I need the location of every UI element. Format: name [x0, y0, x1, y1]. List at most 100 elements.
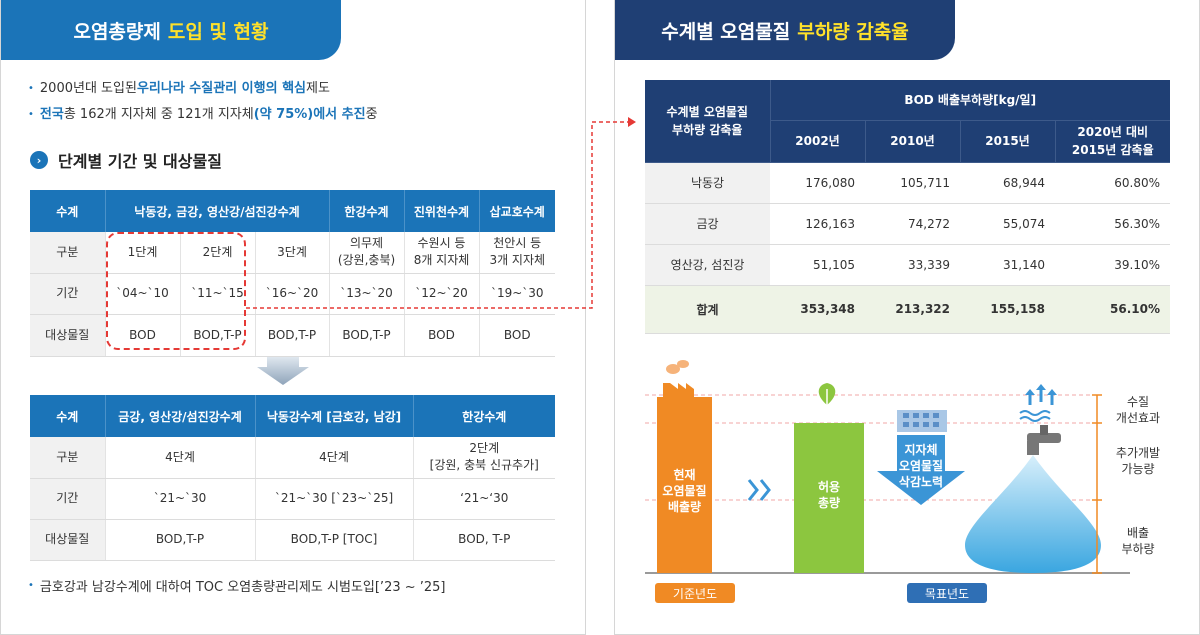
- table-cell: 213,322: [865, 285, 960, 334]
- table-cell: 56.30%: [1055, 203, 1170, 245]
- year-header: 2002년: [770, 120, 866, 163]
- bullet-2-post: 중: [365, 107, 378, 122]
- year-header: 2010년: [865, 120, 961, 163]
- row-label: 구분: [30, 437, 106, 479]
- table-cell: 39.10%: [1055, 244, 1170, 286]
- current-emission-label: 현재 오염물질 배출량: [662, 468, 707, 514]
- bullet-2-mid: 총 162개 지자체 중 121개 지자체: [63, 107, 254, 122]
- table-cell: 31,140: [960, 244, 1055, 286]
- table-cell: 74,272: [865, 203, 960, 245]
- table-cell: BOD,T-P [TOC]: [255, 519, 414, 561]
- row-label: 구분: [30, 232, 106, 274]
- table-row: 영산강, 섬진강 51,105 33,339 31,140 39.10%: [645, 244, 1170, 286]
- table-cell: 105,711: [865, 162, 960, 204]
- row-label: 대상물질: [30, 314, 106, 357]
- table-cell: BOD: [479, 314, 555, 357]
- row-label: 기간: [30, 478, 106, 520]
- footnote: • 금호강과 남강수계에 대하여 TOC 오염총량관리제도 시범도입[’23 ~…: [28, 576, 446, 595]
- bullet-2-highlight-1: 전국: [39, 107, 64, 122]
- table-cell: 55,074: [960, 203, 1055, 245]
- header-cell: 낙동강, 금강, 영산강/섬진강수계: [105, 190, 330, 232]
- table-cell: BOD,T-P: [105, 519, 256, 561]
- left-title-text: 오염총량제: [73, 20, 161, 43]
- stage4-table: 수계 금강, 영산강/섬진강수계 낙동강수계 [금호강, 남강] 한강수계 구분…: [30, 395, 555, 561]
- water-drop-icon: [965, 455, 1101, 573]
- building-icon: [897, 410, 947, 432]
- table-cell: `21~`30: [105, 478, 256, 520]
- reduction-effort-label: 지자체 오염물질 삭감노력: [898, 443, 944, 489]
- table-cell: ‘21~‘30: [413, 478, 555, 520]
- arrow-up-icon: [1025, 384, 1057, 405]
- water-wave-icon: [1019, 410, 1051, 422]
- bullet-dot-icon: •: [28, 83, 34, 94]
- table-cell: 3단계: [255, 232, 330, 274]
- header-cell: 삽교호수계: [479, 190, 555, 232]
- footnote-text: 금호강과 남강수계에 대하여 TOC 오염총량관리제도 시범도입[’23 ~ ’…: [39, 580, 446, 595]
- reduction-table-subheader: 2002년 2010년 2015년 2020년 대비 2015년 감축율: [645, 120, 1170, 163]
- table-cell: `21~`30 [`23~`25]: [255, 478, 414, 520]
- water-quality-improvement-label: 수질 개선효과: [1115, 395, 1161, 425]
- table-cell: 51,105: [770, 244, 865, 286]
- left-panel-title: 오염총량제 도입 및 현황: [1, 0, 341, 60]
- table-row: 기간 `21~`30 `21~`30 [`23~`25] ‘21~‘30: [30, 478, 555, 520]
- highlight-dashed-box: [106, 232, 246, 350]
- group-header: BOD 배출부하량[kg/일]: [770, 80, 1170, 121]
- base-year-badge: 기준년도: [655, 583, 735, 603]
- reduction-table-header: 수계별 오염물질 부하량 감축율 BOD 배출부하량[kg/일]: [645, 80, 1170, 163]
- bullet-2: • 전국 총 162개 지자체 중 121개 지자체 (약 75%)에서 추진 중: [28, 102, 378, 128]
- stage-table-header: 수계 낙동강, 금강, 영산강/섬진강수계 한강수계 진위천수계 삽교호수계: [30, 190, 555, 232]
- table-cell: `13~`20: [329, 273, 405, 315]
- table-cell: BOD, T-P: [413, 519, 555, 561]
- discharge-load-label: 배출 부하량: [1121, 526, 1155, 556]
- bullet-dot-icon: •: [28, 580, 34, 591]
- row-label: 낙동강: [645, 162, 770, 204]
- header-cell: 진위천수계: [404, 190, 480, 232]
- load-illustration: 현재 오염물질 배출량 허용 총량 지자체 오염물질 삭감노력 수질 개선효과 추가개발 가능…: [645, 355, 1175, 605]
- bullet-1-post: 제도: [306, 81, 330, 96]
- table-cell: 33,339: [865, 244, 960, 286]
- header-cell: 수계: [30, 395, 106, 437]
- header-cell: 한강수계: [329, 190, 405, 232]
- table-row: 금강 126,163 74,272 55,074 56.30%: [645, 203, 1170, 245]
- row-label: 기간: [30, 273, 106, 315]
- table-cell: 수원시 등 8개 지자체: [404, 232, 480, 274]
- illustration-graphic: [645, 360, 1130, 574]
- table-cell: 천안시 등 3개 지자체: [479, 232, 555, 274]
- table-cell: `04~`10: [105, 273, 181, 315]
- table-cell: `19~`30: [479, 273, 555, 315]
- arrow-down-icon: [257, 357, 309, 385]
- target-year-badge: 목표년도: [907, 583, 987, 603]
- table-cell: 176,080: [770, 162, 865, 204]
- left-title-highlight: 도입 및 현황: [167, 20, 269, 43]
- table-cell: 4단계: [255, 437, 414, 479]
- table-cell: `11~`15: [180, 273, 256, 315]
- table-row: 낙동강 176,080 105,711 68,944 60.80%: [645, 162, 1170, 204]
- table-cell: 60.80%: [1055, 162, 1170, 204]
- right-title-text: 수계별 오염물질: [661, 20, 791, 43]
- row-label: 영산강, 섬진강: [645, 244, 770, 286]
- table-row: 대상물질 BOD BOD,T-P BOD,T-P BOD,T-P BOD BOD: [30, 314, 555, 357]
- row-label: 합계: [645, 285, 770, 334]
- table-row: 구분 4단계 4단계 2단계 [강원, 충북 신규추가]: [30, 437, 555, 479]
- bullet-1-highlight: 우리나라 수질관리 이행의 핵심: [136, 81, 306, 96]
- stage4-table-header: 수계 금강, 영산강/섬진강수계 낙동강수계 [금호강, 남강] 한강수계: [30, 395, 555, 437]
- header-cell: 금강, 영산강/섬진강수계: [105, 395, 256, 437]
- row-label: 대상물질: [30, 519, 106, 561]
- intro-bullets: • 2000년대 도입된 우리나라 수질관리 이행의 핵심 제도 • 전국 총 …: [28, 76, 378, 128]
- total-row: 합계 353,348 213,322 155,158 56.10%: [645, 285, 1170, 334]
- additional-development-label: 추가개발 가능량: [1115, 446, 1161, 476]
- right-panel-title: 수계별 오염물질 부하량 감축율: [615, 0, 955, 60]
- table-cell: 126,163: [770, 203, 865, 245]
- factory-icon: [657, 360, 712, 573]
- chevron-right-icon: ›: [30, 151, 48, 169]
- table-cell: 353,348: [770, 285, 865, 334]
- reduction-table: 수계별 오염물질 부하량 감축율 BOD 배출부하량[kg/일] 2002년 20…: [645, 80, 1170, 334]
- bullet-dot-icon: •: [28, 109, 34, 120]
- bullet-2-highlight-2: (약 75%)에서 추진: [253, 107, 366, 122]
- row-label: 금강: [645, 203, 770, 245]
- table-cell: 155,158: [960, 285, 1055, 334]
- double-chevron-icon: [747, 479, 771, 501]
- header-cell: 낙동강수계 [금호강, 남강]: [255, 395, 414, 437]
- year-header: 2015년: [960, 120, 1056, 163]
- allowable-load-label: 허용 총량: [817, 480, 841, 510]
